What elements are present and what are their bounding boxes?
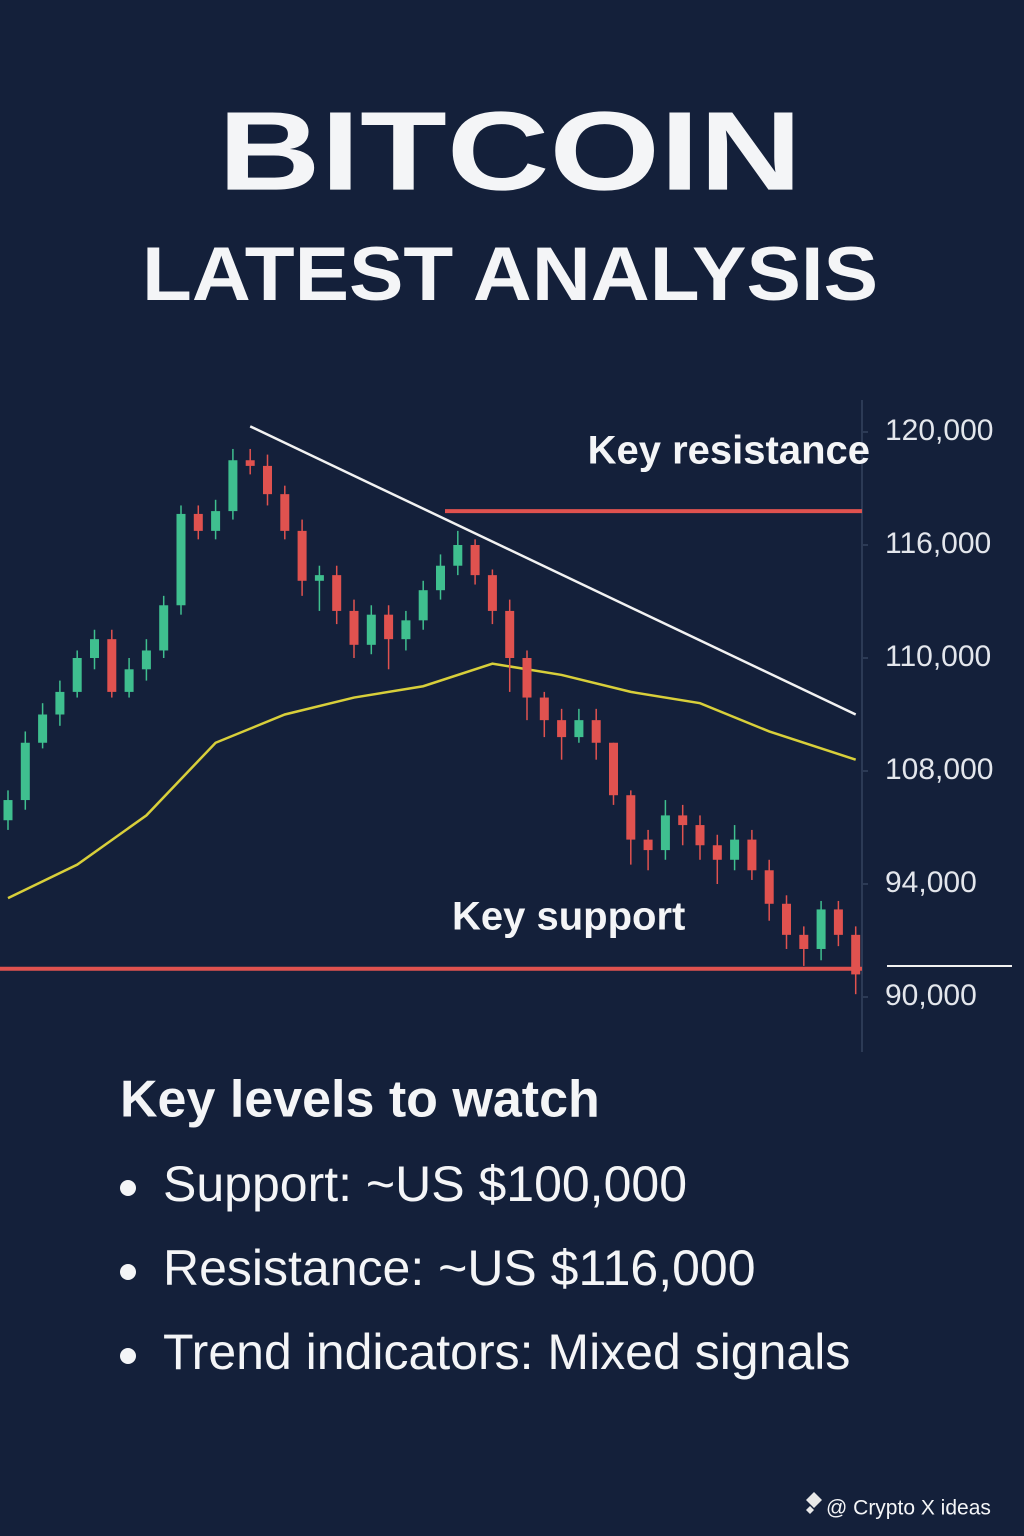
resistance-label: Key resistance [588,429,870,473]
subtitle: LATEST ANALYSIS [142,232,878,317]
candle-body [591,720,601,743]
candlestick-chart: 120,000 116,000 110,000 108,000 94,000 90,000… [0,414,993,1012]
candle-body [384,614,394,640]
candle-body [366,614,376,645]
candle-body [159,605,169,651]
y-tick-label: 110,000 [885,640,991,673]
candle-body [280,494,290,531]
candle-body [349,610,359,645]
moving-average [7,662,857,900]
candle-body [764,870,774,904]
candle-body [90,639,99,658]
candle-body [72,658,82,692]
candle-body [557,720,567,738]
watermark: @ Crypto X ideas [806,1492,991,1520]
candle-body [245,460,255,466]
candle-body [851,934,861,975]
candle-body [401,620,411,640]
watermark-text: @ Crypto X ideas [826,1497,991,1520]
candle-body [332,575,342,611]
candle-body [297,530,307,581]
candle-body [314,575,324,581]
candle-body [107,639,117,692]
key-levels-list: Support: ~US $100,000 Resistance: ~US $11… [120,1156,850,1380]
y-tick-label: 120,000 [885,414,993,447]
candle-body [20,742,30,801]
candle-body [487,575,497,611]
candle-body [574,720,584,738]
candle-body [712,845,722,860]
candle-body [453,545,463,566]
candle-body [816,909,826,949]
candle-body [522,658,532,698]
candle-body [193,513,203,531]
candle-body [539,697,549,721]
candle-body [695,825,705,846]
title: BITCOIN [218,89,802,214]
candle-body [609,742,618,796]
candle-body [55,691,65,715]
bullet-dot [120,1180,136,1196]
candle-body [418,590,428,621]
candle-body [38,714,48,743]
candle-body [211,511,221,531]
candle-body [660,815,670,851]
support-label: Key support [452,894,685,938]
key-levels-heading: Key levels to watch [120,1071,600,1129]
key-level-item: Trend indicators: Mixed signals [163,1324,850,1380]
candle-body [799,934,809,949]
key-level-item: Support: ~US $100,000 [163,1156,687,1212]
candle-body [228,460,238,512]
key-level-item: Resistance: ~US $116,000 [163,1240,756,1296]
y-tick-label: 116,000 [885,527,991,560]
candle-body [643,839,653,851]
candle-body [3,800,13,821]
y-tick-label: 94,000 [885,866,977,899]
candle-body [436,565,445,591]
candle-body [124,669,134,692]
y-tick-label: 108,000 [885,753,993,786]
candle-body [782,903,791,935]
trendline [249,425,857,716]
candle-body [833,909,843,935]
candle-body [141,650,151,670]
bullet-dot [120,1348,136,1364]
bullet-dot [120,1264,136,1280]
candle-body [505,610,515,658]
candle-body [747,839,757,871]
candle-body [470,545,480,576]
candle-body [730,839,740,860]
y-tick-label: 90,000 [885,979,977,1012]
candle-body [626,795,636,840]
watermark-icon [806,1492,822,1514]
candle-body [176,513,186,606]
candle-body [263,465,272,495]
candle-body [678,815,688,826]
